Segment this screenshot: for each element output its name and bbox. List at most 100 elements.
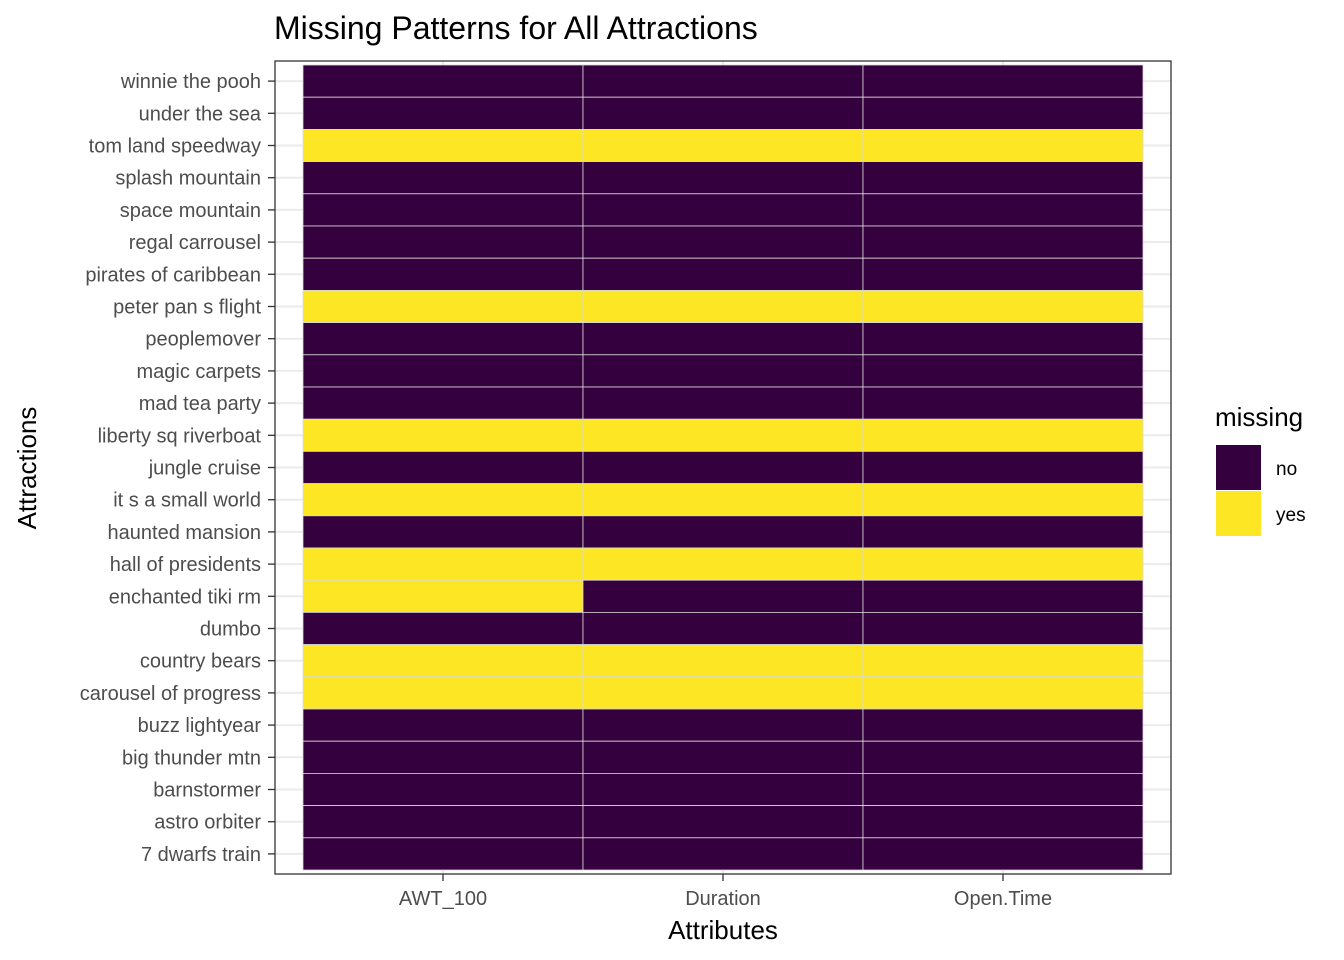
heatmap-tile: [302, 740, 584, 774]
heatmap-tile: [862, 547, 1144, 581]
heatmap-tile: [302, 612, 584, 646]
heatmap-tile: [862, 579, 1144, 613]
heatmap-tile: [302, 837, 584, 871]
heatmap-tile: [582, 418, 864, 452]
heatmap-tile: [862, 161, 1144, 195]
heatmap-tile: [302, 708, 584, 742]
heatmap-tile: [302, 354, 584, 388]
x-axis-title: Attributes: [668, 915, 778, 945]
y-tick-label: haunted mansion: [108, 522, 261, 544]
heatmap-tile: [302, 96, 584, 130]
heatmap-tile: [862, 740, 1144, 774]
heatmap-tile: [862, 354, 1144, 388]
y-tick-label: hall of presidents: [110, 554, 261, 576]
y-tick-label: tom land speedway: [89, 136, 261, 158]
legend-label-no: no: [1276, 459, 1297, 480]
heatmap-tile: [302, 676, 584, 710]
y-tick-label: magic carpets: [137, 361, 262, 383]
heatmap-tile: [862, 515, 1144, 549]
heatmap-tile: [582, 257, 864, 291]
heatmap-tile: [302, 450, 584, 484]
x-tick-label: Duration: [685, 888, 761, 910]
heatmap-tile: [582, 450, 864, 484]
heatmap-tile: [582, 289, 864, 323]
heatmap-tile: [302, 161, 584, 195]
heatmap-tile: [302, 483, 584, 517]
heatmap-tile: [582, 579, 864, 613]
y-tick-label: barnstormer: [153, 780, 261, 802]
y-axis: winnie the pooh under the sea tom land spe…: [80, 71, 275, 866]
heatmap-tile: [302, 386, 584, 420]
heatmap-tile: [862, 96, 1144, 130]
y-tick-label: peter pan s flight: [113, 297, 261, 319]
heatmap-tile: [862, 257, 1144, 291]
heatmap-tile: [302, 64, 584, 98]
y-tick-label: dumbo: [200, 619, 261, 641]
x-axis: AWT_100 Duration Open.Time: [399, 874, 1052, 910]
heatmap-tile: [862, 322, 1144, 356]
heatmap-tile: [862, 64, 1144, 98]
heatmap-tile: [862, 289, 1144, 323]
heatmap-tile: [582, 161, 864, 195]
y-tick-label: mad tea party: [139, 393, 261, 415]
legend: missing no yes: [1215, 402, 1306, 536]
heatmap-tile: [302, 128, 584, 162]
heatmap-tile: [582, 773, 864, 807]
heatmap-tile: [302, 418, 584, 452]
legend-key-yes: [1216, 491, 1261, 536]
heatmap-tile: [862, 837, 1144, 871]
y-tick-label: peoplemover: [145, 329, 261, 351]
heatmap-tile: [582, 354, 864, 388]
heatmap-tile: [302, 257, 584, 291]
heatmap-tile: [862, 225, 1144, 259]
y-tick-label: buzz lightyear: [138, 715, 262, 737]
y-tick-label: splash mountain: [115, 168, 261, 190]
heatmap-tile: [582, 547, 864, 581]
heatmap-tile: [582, 128, 864, 162]
y-tick-label: carousel of progress: [80, 683, 261, 705]
heatmap-tile: [862, 418, 1144, 452]
heatmap-tile: [302, 289, 584, 323]
y-tick-label: space mountain: [120, 200, 261, 222]
heatmap-tile: [302, 805, 584, 839]
y-tick-label: liberty sq riverboat: [98, 425, 262, 447]
heatmap-tile: [582, 193, 864, 227]
heatmap-tile: [582, 676, 864, 710]
legend-label-yes: yes: [1276, 505, 1306, 526]
heatmap-tile: [582, 225, 864, 259]
y-tick-label: pirates of caribbean: [85, 264, 261, 286]
legend-title: missing: [1215, 402, 1303, 432]
heatmap-tile: [582, 64, 864, 98]
heatmap-tiles: [302, 64, 1144, 871]
y-axis-title: Attractions: [12, 407, 42, 530]
y-tick-label: regal carrousel: [129, 232, 261, 254]
y-tick-label: 7 dwarfs train: [141, 844, 261, 866]
heatmap-tile: [582, 708, 864, 742]
heatmap-tile: [302, 515, 584, 549]
chart-title: Missing Patterns for All Attractions: [274, 10, 758, 46]
y-tick-label: country bears: [140, 651, 261, 673]
y-tick-label: enchanted tiki rm: [109, 586, 261, 608]
heatmap-tile: [302, 644, 584, 678]
heatmap-tile: [302, 579, 584, 613]
heatmap-tile: [862, 612, 1144, 646]
heatmap-tile: [862, 773, 1144, 807]
heatmap-tile: [582, 515, 864, 549]
heatmap-tile: [862, 386, 1144, 420]
y-tick-label: astro orbiter: [154, 812, 261, 834]
heatmap-tile: [302, 547, 584, 581]
heatmap-tile: [582, 740, 864, 774]
heatmap-tile: [582, 96, 864, 130]
x-tick-label: Open.Time: [954, 888, 1052, 910]
heatmap-tile: [862, 644, 1144, 678]
heatmap-tile: [302, 322, 584, 356]
x-tick-label: AWT_100: [399, 888, 487, 910]
heatmap-tile: [862, 128, 1144, 162]
heatmap-tile: [582, 644, 864, 678]
heatmap-tile: [862, 805, 1144, 839]
heatmap-tile: [302, 225, 584, 259]
heatmap-tile: [862, 676, 1144, 710]
heatmap-tile: [862, 708, 1144, 742]
y-tick-label: winnie the pooh: [120, 71, 261, 93]
